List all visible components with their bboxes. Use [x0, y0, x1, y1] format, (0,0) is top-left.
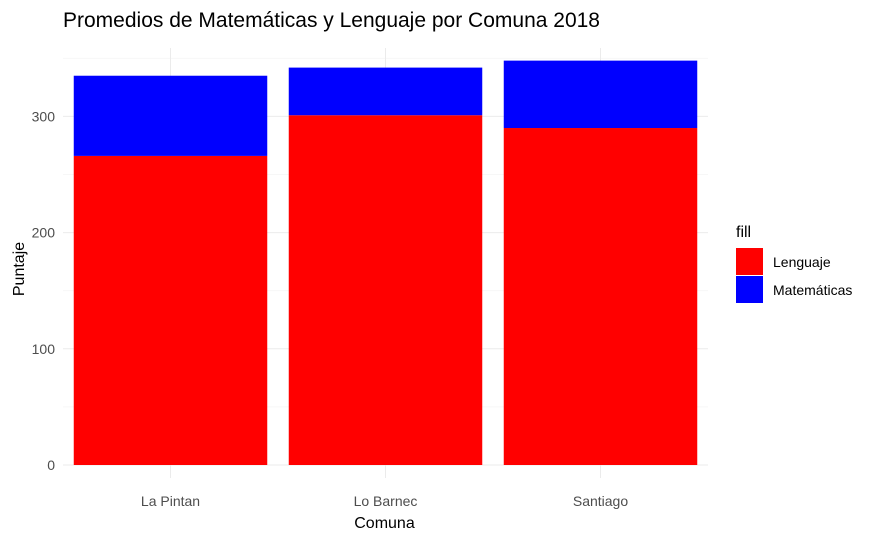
- y-tick-label: 200: [32, 225, 56, 241]
- y-tick-labels: 0 100 200 300: [32, 108, 56, 473]
- y-axis-title: Puntaje: [11, 242, 28, 296]
- legend-items: Lenguaje Matemáticas: [736, 248, 852, 303]
- bar-matem-ticas-1: [73, 75, 268, 156]
- x-axis-title: Comuna: [354, 515, 415, 532]
- chart-title: Promedios de Matemáticas y Lenguaje por …: [63, 9, 600, 32]
- legend-label: Lenguaje: [773, 254, 831, 270]
- x-tick-label: Lo Barnec: [354, 493, 418, 509]
- legend-swatch: [736, 248, 763, 275]
- legend-label: Matemáticas: [773, 282, 852, 298]
- x-tick-label: La Pintan: [141, 493, 200, 509]
- bar-lenguaje-1: [73, 155, 268, 465]
- legend: fill Lenguaje Matemáticas: [736, 224, 852, 303]
- y-tick-label: 0: [47, 457, 55, 473]
- bar-matem-ticas-2: [288, 67, 483, 116]
- legend-swatch: [736, 276, 763, 303]
- bar-lenguaje-3: [503, 128, 698, 465]
- legend-title: fill: [736, 224, 751, 241]
- y-tick-label: 300: [32, 108, 56, 124]
- bar-lenguaje-2: [288, 115, 483, 465]
- bar-matem-ticas-3: [503, 60, 698, 129]
- y-tick-label: 100: [32, 341, 56, 357]
- x-tick-label: Santiago: [573, 493, 628, 509]
- x-tick-labels: La Pintan Lo Barnec Santiago: [141, 493, 628, 509]
- bars: [73, 60, 698, 465]
